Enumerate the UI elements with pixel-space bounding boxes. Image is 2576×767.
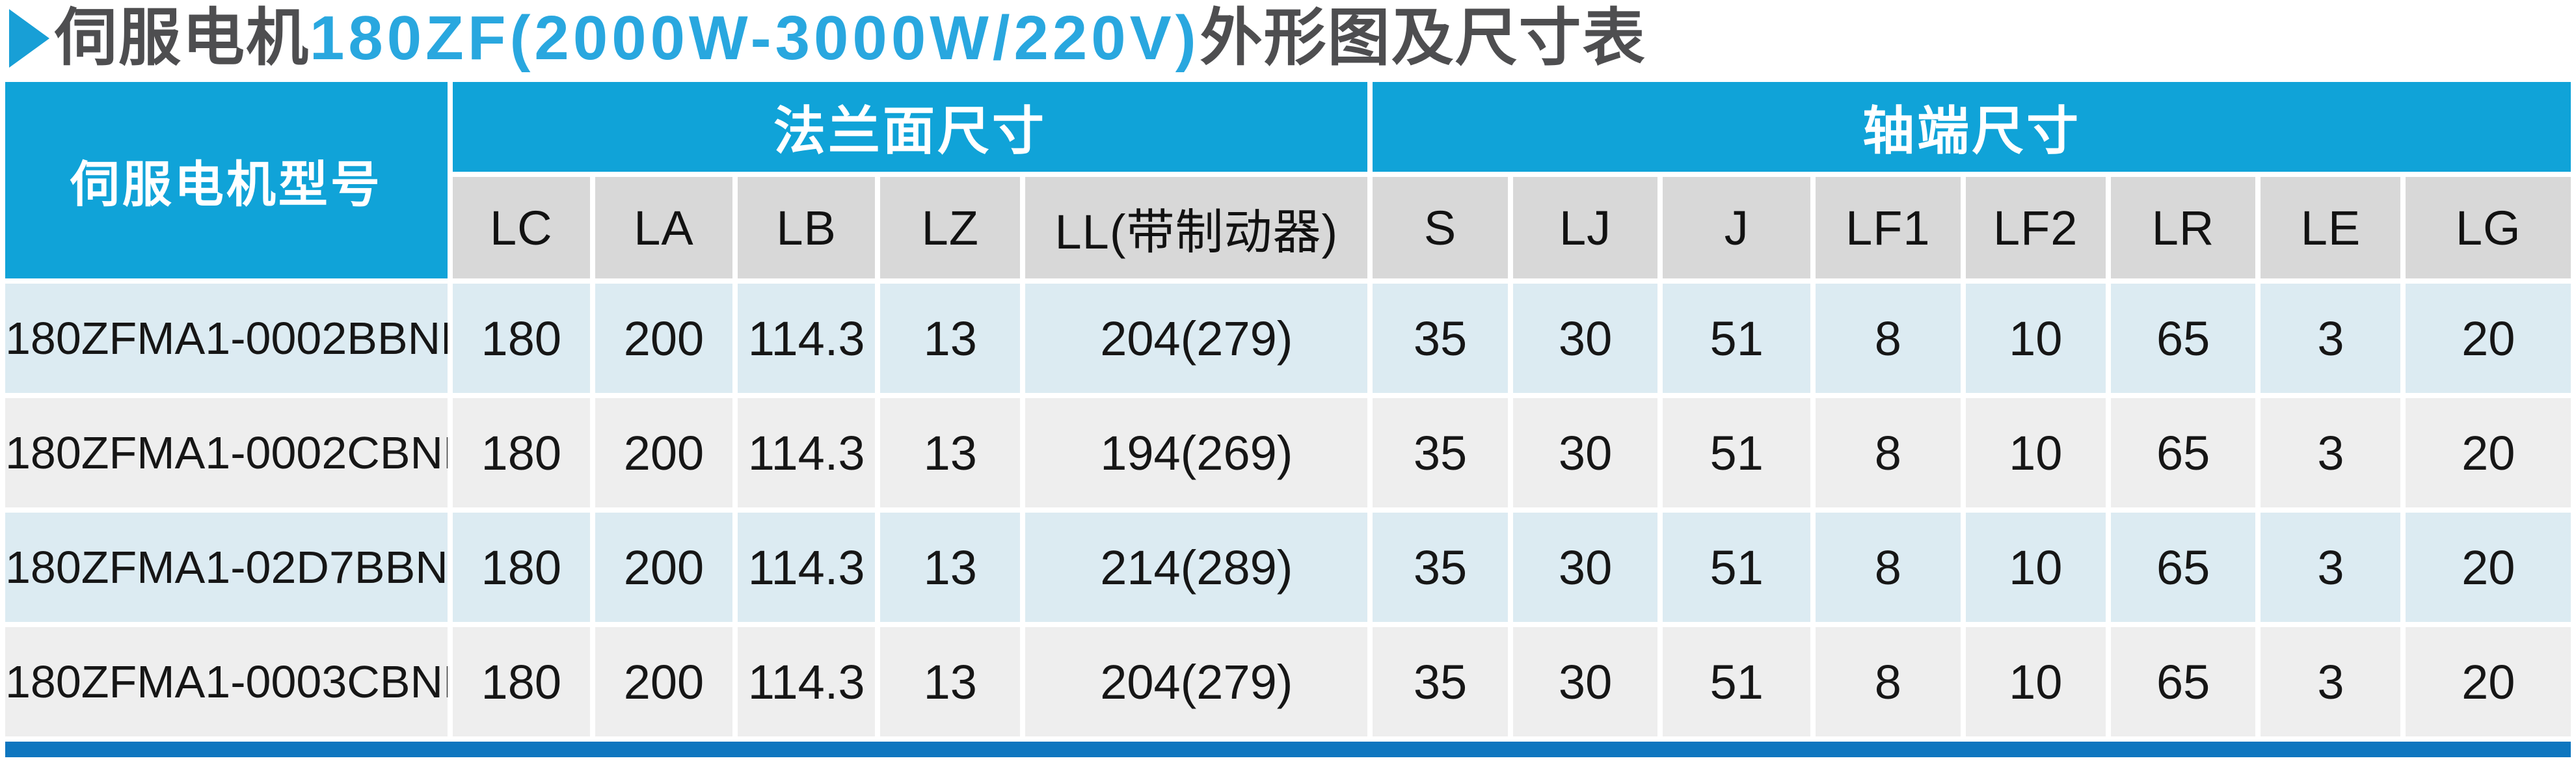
dimensions-table: 伺服电机型号 法兰面尺寸 轴端尺寸 LC LA LB LZ LL(带制动器) S…: [0, 77, 2576, 742]
value-cell: 65: [2110, 513, 2256, 622]
value-cell: 8: [1815, 284, 1961, 393]
value-cell: 200: [595, 398, 733, 507]
column-header-lf1: LF1: [1815, 177, 1961, 278]
column-header-lg: LG: [2406, 177, 2571, 278]
value-cell: 200: [595, 284, 733, 393]
column-header-lr: LR: [2110, 177, 2256, 278]
column-header-lj: LJ: [1512, 177, 1658, 278]
value-cell: 13: [880, 284, 1021, 393]
column-header-s: S: [1373, 177, 1508, 278]
value-cell: 180: [452, 398, 590, 507]
value-cell: 180: [452, 513, 590, 622]
page-title: 伺服电机 180ZF(2000W-3000W/220V) 外形图及尺寸表: [0, 0, 2576, 77]
value-cell: 114.3: [738, 398, 876, 507]
value-cell: 180: [452, 627, 590, 736]
column-header-j: J: [1663, 177, 1810, 278]
bottom-accent-bar: [5, 742, 2571, 757]
value-cell: 30: [1512, 398, 1658, 507]
value-cell: 65: [2110, 284, 2256, 393]
value-cell: 10: [1965, 398, 2106, 507]
value-cell: 114.3: [738, 513, 876, 622]
model-column-header: 伺服电机型号: [5, 82, 448, 278]
value-cell: 114.3: [738, 284, 876, 393]
column-header-ll-brake: LL(带制动器): [1025, 177, 1368, 278]
value-cell: 20: [2406, 284, 2571, 393]
group-header-shaft: 轴端尺寸: [1373, 82, 2571, 172]
value-cell: 35: [1373, 284, 1508, 393]
value-cell: 3: [2261, 398, 2401, 507]
value-cell: 200: [595, 513, 733, 622]
value-cell: 51: [1663, 513, 1810, 622]
table-row: 180ZFMA1-0002BBNM 180 200 114.3 13 204(2…: [5, 284, 2571, 393]
value-cell: 20: [2406, 513, 2571, 622]
value-cell: 30: [1512, 284, 1658, 393]
value-cell: 3: [2261, 513, 2401, 622]
value-cell: 10: [1965, 627, 2106, 736]
value-cell: 51: [1663, 398, 1810, 507]
model-cell: 180ZFMA1-0002CBNM: [5, 398, 448, 507]
model-cell: 180ZFMA1-0002BBNM: [5, 284, 448, 393]
column-header-row: LC LA LB LZ LL(带制动器) S LJ J LF1 LF2 LR L…: [5, 177, 2571, 278]
value-cell: 8: [1815, 627, 1961, 736]
value-cell: 35: [1373, 513, 1508, 622]
value-cell: 13: [880, 627, 1021, 736]
column-header-la: LA: [595, 177, 733, 278]
value-cell: 8: [1815, 513, 1961, 622]
value-cell: 10: [1965, 513, 2106, 622]
value-cell: 8: [1815, 398, 1961, 507]
value-cell: 30: [1512, 627, 1658, 736]
value-cell: 3: [2261, 627, 2401, 736]
group-header-flange: 法兰面尺寸: [452, 82, 1368, 172]
value-cell: 13: [880, 398, 1021, 507]
title-text-dark-2: 外形图及尺寸表: [1200, 3, 1646, 73]
value-cell: 20: [2406, 627, 2571, 736]
value-cell: 65: [2110, 627, 2256, 736]
value-cell: 51: [1663, 284, 1810, 393]
value-cell: 35: [1373, 627, 1508, 736]
column-header-lz: LZ: [880, 177, 1021, 278]
column-header-lc: LC: [452, 177, 590, 278]
value-cell: 35: [1373, 398, 1508, 507]
value-cell: 10: [1965, 284, 2106, 393]
value-cell: 204(279): [1025, 284, 1368, 393]
column-header-lb: LB: [738, 177, 876, 278]
table-row: 180ZFMA1-02D7BBNM 180 200 114.3 13 214(2…: [5, 513, 2571, 622]
model-cell: 180ZFMA1-0003CBNM: [5, 627, 448, 736]
value-cell: 214(289): [1025, 513, 1368, 622]
value-cell: 3: [2261, 284, 2401, 393]
value-cell: 20: [2406, 398, 2571, 507]
column-header-lf2: LF2: [1965, 177, 2106, 278]
value-cell: 180: [452, 284, 590, 393]
column-header-le: LE: [2261, 177, 2401, 278]
title-text-model-range: 180ZF(2000W-3000W/220V): [310, 3, 1200, 73]
value-cell: 51: [1663, 627, 1810, 736]
value-cell: 13: [880, 513, 1021, 622]
value-cell: 65: [2110, 398, 2256, 507]
model-cell: 180ZFMA1-02D7BBNM: [5, 513, 448, 622]
value-cell: 204(279): [1025, 627, 1368, 736]
value-cell: 30: [1512, 513, 1658, 622]
value-cell: 114.3: [738, 627, 876, 736]
title-text-dark-1: 伺服电机: [55, 3, 310, 73]
group-header-row: 伺服电机型号 法兰面尺寸 轴端尺寸: [5, 82, 2571, 278]
value-cell: 200: [595, 627, 733, 736]
table-row: 180ZFMA1-0003CBNM 180 200 114.3 13 204(2…: [5, 627, 2571, 736]
value-cell: 194(269): [1025, 398, 1368, 507]
play-triangle-icon: [9, 9, 49, 68]
table-row: 180ZFMA1-0002CBNM 180 200 114.3 13 194(2…: [5, 398, 2571, 507]
